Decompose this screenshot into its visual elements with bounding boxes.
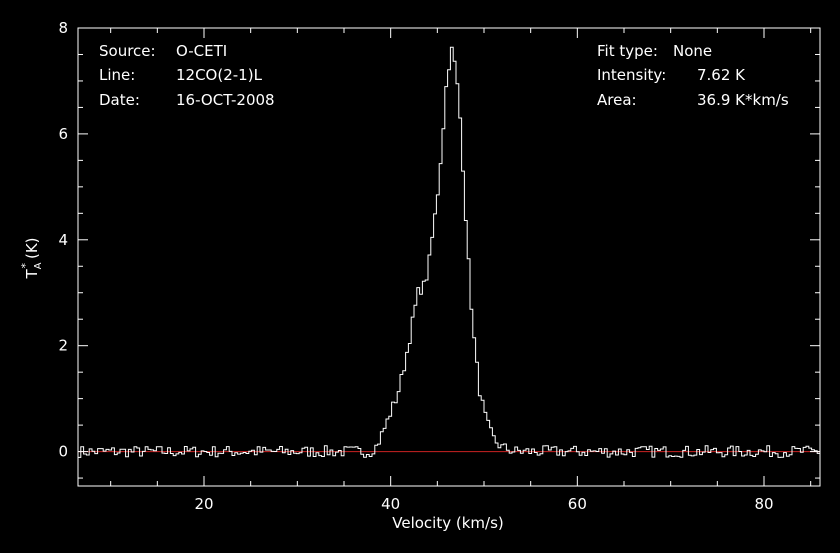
y-tick-label: 2 [58,337,68,355]
info-line-key: Line: [99,66,135,84]
info-date-key: Date: [99,91,140,109]
svg-text:TA*(K): TA*(K) [19,237,44,279]
info-area-value: 36.9 K*km/s [697,91,789,109]
x-axis-title: Velocity (km/s) [392,514,503,532]
info-area-key: Area: [597,91,637,109]
y-tick-label: 6 [58,125,68,143]
y-axis-title: TA*(K) [19,237,44,279]
info-source-key: Source: [99,42,156,60]
spectrum-line [78,46,821,458]
info-right: Fit type: None Intensity: 7.62 K Area: 3… [597,42,789,109]
info-fit-key: Fit type: [597,42,658,60]
info-left: Source: O-CETI Line: 12CO(2-1)L Date: 16… [99,42,275,109]
info-line-value: 12CO(2-1)L [176,66,263,84]
x-tick-label: 80 [754,495,773,513]
info-date-value: 16-OCT-2008 [176,91,275,109]
x-tick-label: 20 [194,495,213,513]
info-intensity-key: Intensity: [597,66,666,84]
info-fit-value: None [673,42,712,60]
x-tick-label: 60 [568,495,587,513]
y-tick-label: 4 [58,231,68,249]
info-source-value: O-CETI [176,42,227,60]
y-tick-label: 0 [58,443,68,461]
y-tick-label: 8 [58,19,68,37]
plot-frame [77,27,821,487]
info-intensity-value: 7.62 K [697,66,746,84]
x-tick-label: 40 [381,495,400,513]
